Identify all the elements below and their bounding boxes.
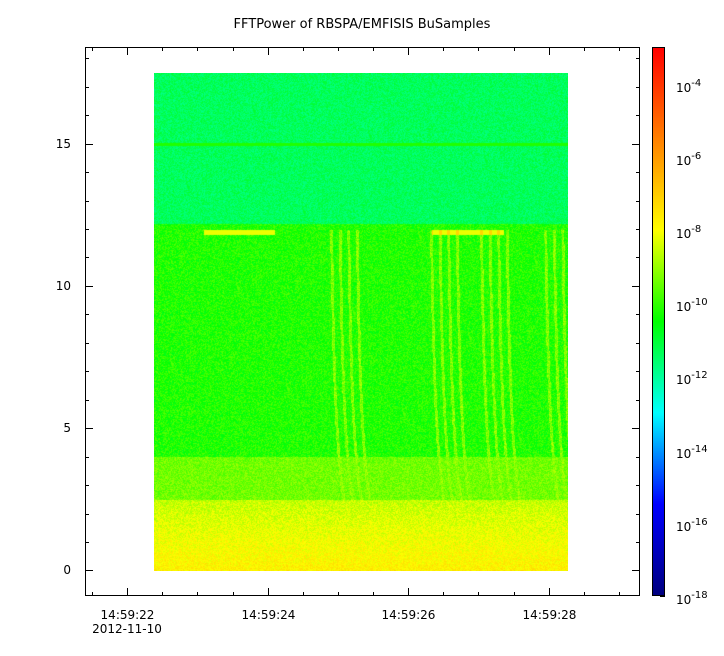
colorbar-tick-label: 10-8 (676, 224, 702, 241)
colorbar-tick-label: 10-14 (676, 443, 708, 461)
colorbar-tick-label: 10-6 (676, 150, 702, 168)
x-tick-label: 14:59:26 (381, 608, 436, 622)
y-tick-label: 5 (63, 420, 71, 435)
y-tick-label: 0 (63, 562, 71, 577)
colorbar-tick-label: 10-12 (676, 370, 708, 388)
x-tick-label: 14:59:28 (522, 608, 577, 622)
y-tick-label: 10 (55, 278, 71, 293)
colorbar-tick-label: 10-4 (676, 77, 702, 95)
colorbar (652, 47, 665, 596)
x-tick-label: 14:59:24 (241, 608, 296, 622)
x-tick-label: 14:59:22 (100, 608, 155, 622)
colorbar-tick-label: 10-18 (676, 590, 708, 607)
colorbar-frame (652, 47, 665, 596)
spectrogram-heatmap (154, 73, 568, 571)
y-tick-label: 15 (55, 136, 71, 151)
colorbar-tick-label: 10-16 (676, 516, 708, 534)
x-axis-date-label: 2012-11-10 (92, 622, 162, 636)
chart-title: FFTPower of RBSPA/EMFISIS BuSamples (233, 17, 491, 32)
colorbar-tick-label: 10-10 (676, 297, 708, 315)
